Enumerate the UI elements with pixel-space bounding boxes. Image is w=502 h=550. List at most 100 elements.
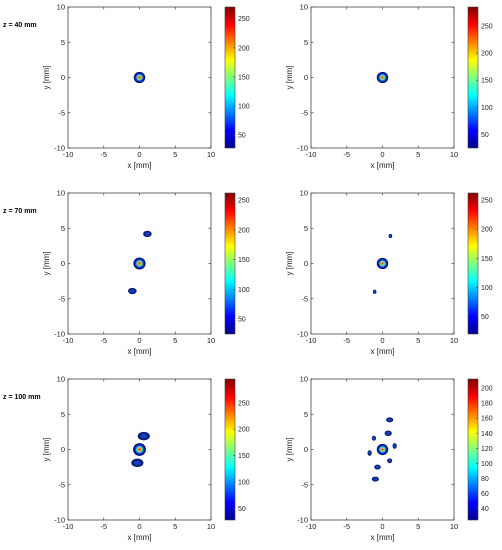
x-tick-label: 0 <box>137 336 141 345</box>
panel-6: -10 -5 0 5 10 -10 -5 0 5 10 x [mm] y [mm] 40 60 80 100 1… <box>285 375 493 542</box>
colorbar-tick-label: 100 <box>481 461 493 468</box>
y-tick-label: 0 <box>304 445 308 454</box>
x-tick-label: 0 <box>380 336 384 345</box>
colorbar-tick-label: 250 <box>481 197 493 204</box>
y-tick-label: -5 <box>58 480 65 489</box>
colorbar-tick-label: 40 <box>481 506 489 513</box>
y-tick-label: 0 <box>61 259 65 268</box>
colorbar <box>467 378 479 521</box>
spot-side-core-2 <box>387 418 392 422</box>
y-tick-label: -5 <box>301 294 308 303</box>
x-tick-label: -10 <box>63 336 74 345</box>
x-tick-label: 10 <box>207 522 215 531</box>
colorbar-tick-label: 200 <box>238 227 250 234</box>
colorbar <box>224 378 236 521</box>
spot-main-core <box>381 76 384 79</box>
colorbar-tick-label: 180 <box>481 401 493 408</box>
y-tick-label: 5 <box>304 224 308 233</box>
colorbar-tick-label: 250 <box>238 16 250 23</box>
y-tick-label: -10 <box>54 516 65 525</box>
spot-side-core-4 <box>372 436 376 440</box>
y-tick-label: 10 <box>300 375 308 384</box>
colorbar-tick-label: 200 <box>238 45 250 52</box>
colorbar-tick-label: 150 <box>238 74 250 81</box>
colorbar-tick-label: 120 <box>481 446 493 453</box>
x-axis-label: x [mm] <box>128 161 152 170</box>
colorbar <box>467 6 479 149</box>
panel-1: z = 40 mm -10 -5 0 5 10 -10 -5 0 5 10 x [mm] y [mm] 5… <box>3 3 250 170</box>
colorbar-tick-label: 200 <box>481 51 493 58</box>
y-tick-label: 10 <box>300 3 308 12</box>
x-tick-label: 0 <box>380 150 384 159</box>
spot-side-core-3 <box>373 290 376 293</box>
colorbar-tick-label: 140 <box>481 431 493 438</box>
colorbar-tick-label: 50 <box>481 132 489 139</box>
x-tick-label: -10 <box>306 522 317 531</box>
colorbar-tick-label: 100 <box>481 105 493 112</box>
y-axis-label: y [mm] <box>42 438 51 462</box>
spot-side-core-2 <box>389 234 392 238</box>
spot-side-core-3 <box>134 460 141 466</box>
x-axis-label: x [mm] <box>128 347 152 356</box>
spot-side-core-8 <box>375 465 380 469</box>
y-tick-label: -5 <box>58 108 65 117</box>
spot-side-core-2 <box>140 433 148 439</box>
x-tick-label: 5 <box>416 522 420 531</box>
spot-main-core <box>138 76 141 79</box>
colorbar-tick-label: 50 <box>238 317 246 324</box>
colorbar-tick-label: 100 <box>238 479 250 486</box>
y-tick-label: 10 <box>57 189 65 198</box>
colorbar-tick-label: 250 <box>481 23 493 30</box>
y-tick-label: -10 <box>297 516 308 525</box>
row-label: z = 70 mm <box>3 208 37 215</box>
y-tick-label: -5 <box>58 294 65 303</box>
x-tick-label: 10 <box>207 336 215 345</box>
row-label: z = 100 mm <box>3 394 41 401</box>
y-tick-label: 10 <box>300 189 308 198</box>
spot-side-core-7 <box>388 459 392 463</box>
spot-side-core-2 <box>145 232 150 236</box>
y-tick-label: 0 <box>304 259 308 268</box>
colorbar-tick-label: 50 <box>238 133 246 140</box>
colorbar <box>467 192 479 335</box>
x-tick-label: -5 <box>343 150 350 159</box>
y-axis-label: y [mm] <box>285 438 294 462</box>
colorbar-tick-label: 200 <box>238 427 250 434</box>
y-tick-label: 0 <box>304 73 308 82</box>
panel-2: -10 -5 0 5 10 -10 -5 0 5 10 x [mm] y [mm] 50 100 150 20… <box>285 3 493 170</box>
colorbar-tick-label: 150 <box>481 256 493 263</box>
panel-4: -10 -5 0 5 10 -10 -5 0 5 10 x [mm] y [mm] 50 100 150 20… <box>285 189 493 356</box>
y-tick-label: -5 <box>301 480 308 489</box>
x-tick-label: -5 <box>343 522 350 531</box>
colorbar-tick-label: 200 <box>481 227 493 234</box>
y-tick-label: -10 <box>54 144 65 153</box>
x-tick-label: 5 <box>173 150 177 159</box>
x-tick-label: 10 <box>207 150 215 159</box>
colorbar-tick-label: 50 <box>481 314 489 321</box>
x-tick-label: -5 <box>100 522 107 531</box>
y-tick-label: 0 <box>61 73 65 82</box>
y-tick-label: 5 <box>61 410 65 419</box>
colorbar-tick-label: 250 <box>238 198 250 205</box>
x-tick-label: 5 <box>416 150 420 159</box>
colorbar <box>224 6 236 149</box>
colorbar-tick-label: 80 <box>481 476 489 483</box>
x-tick-label: -5 <box>343 336 350 345</box>
spot-main-core <box>138 262 141 265</box>
y-tick-label: -5 <box>301 108 308 117</box>
colorbar-tick-label: 50 <box>238 506 246 513</box>
colorbar-tick-label: 60 <box>481 491 489 498</box>
x-axis-label: x [mm] <box>371 533 395 542</box>
x-tick-label: -10 <box>63 150 74 159</box>
colorbar <box>224 192 236 335</box>
x-tick-label: -5 <box>100 336 107 345</box>
x-tick-label: 5 <box>173 522 177 531</box>
y-tick-label: -10 <box>54 330 65 339</box>
spot-main-core <box>381 448 384 451</box>
panel-3: z = 70 mm -10 -5 0 5 10 -10 -5 0 5 10 x [mm] y [mm] 5… <box>3 189 250 356</box>
colorbar-tick-label: 200 <box>481 386 493 393</box>
x-tick-label: 0 <box>380 522 384 531</box>
spot-side-core-9 <box>373 477 378 481</box>
